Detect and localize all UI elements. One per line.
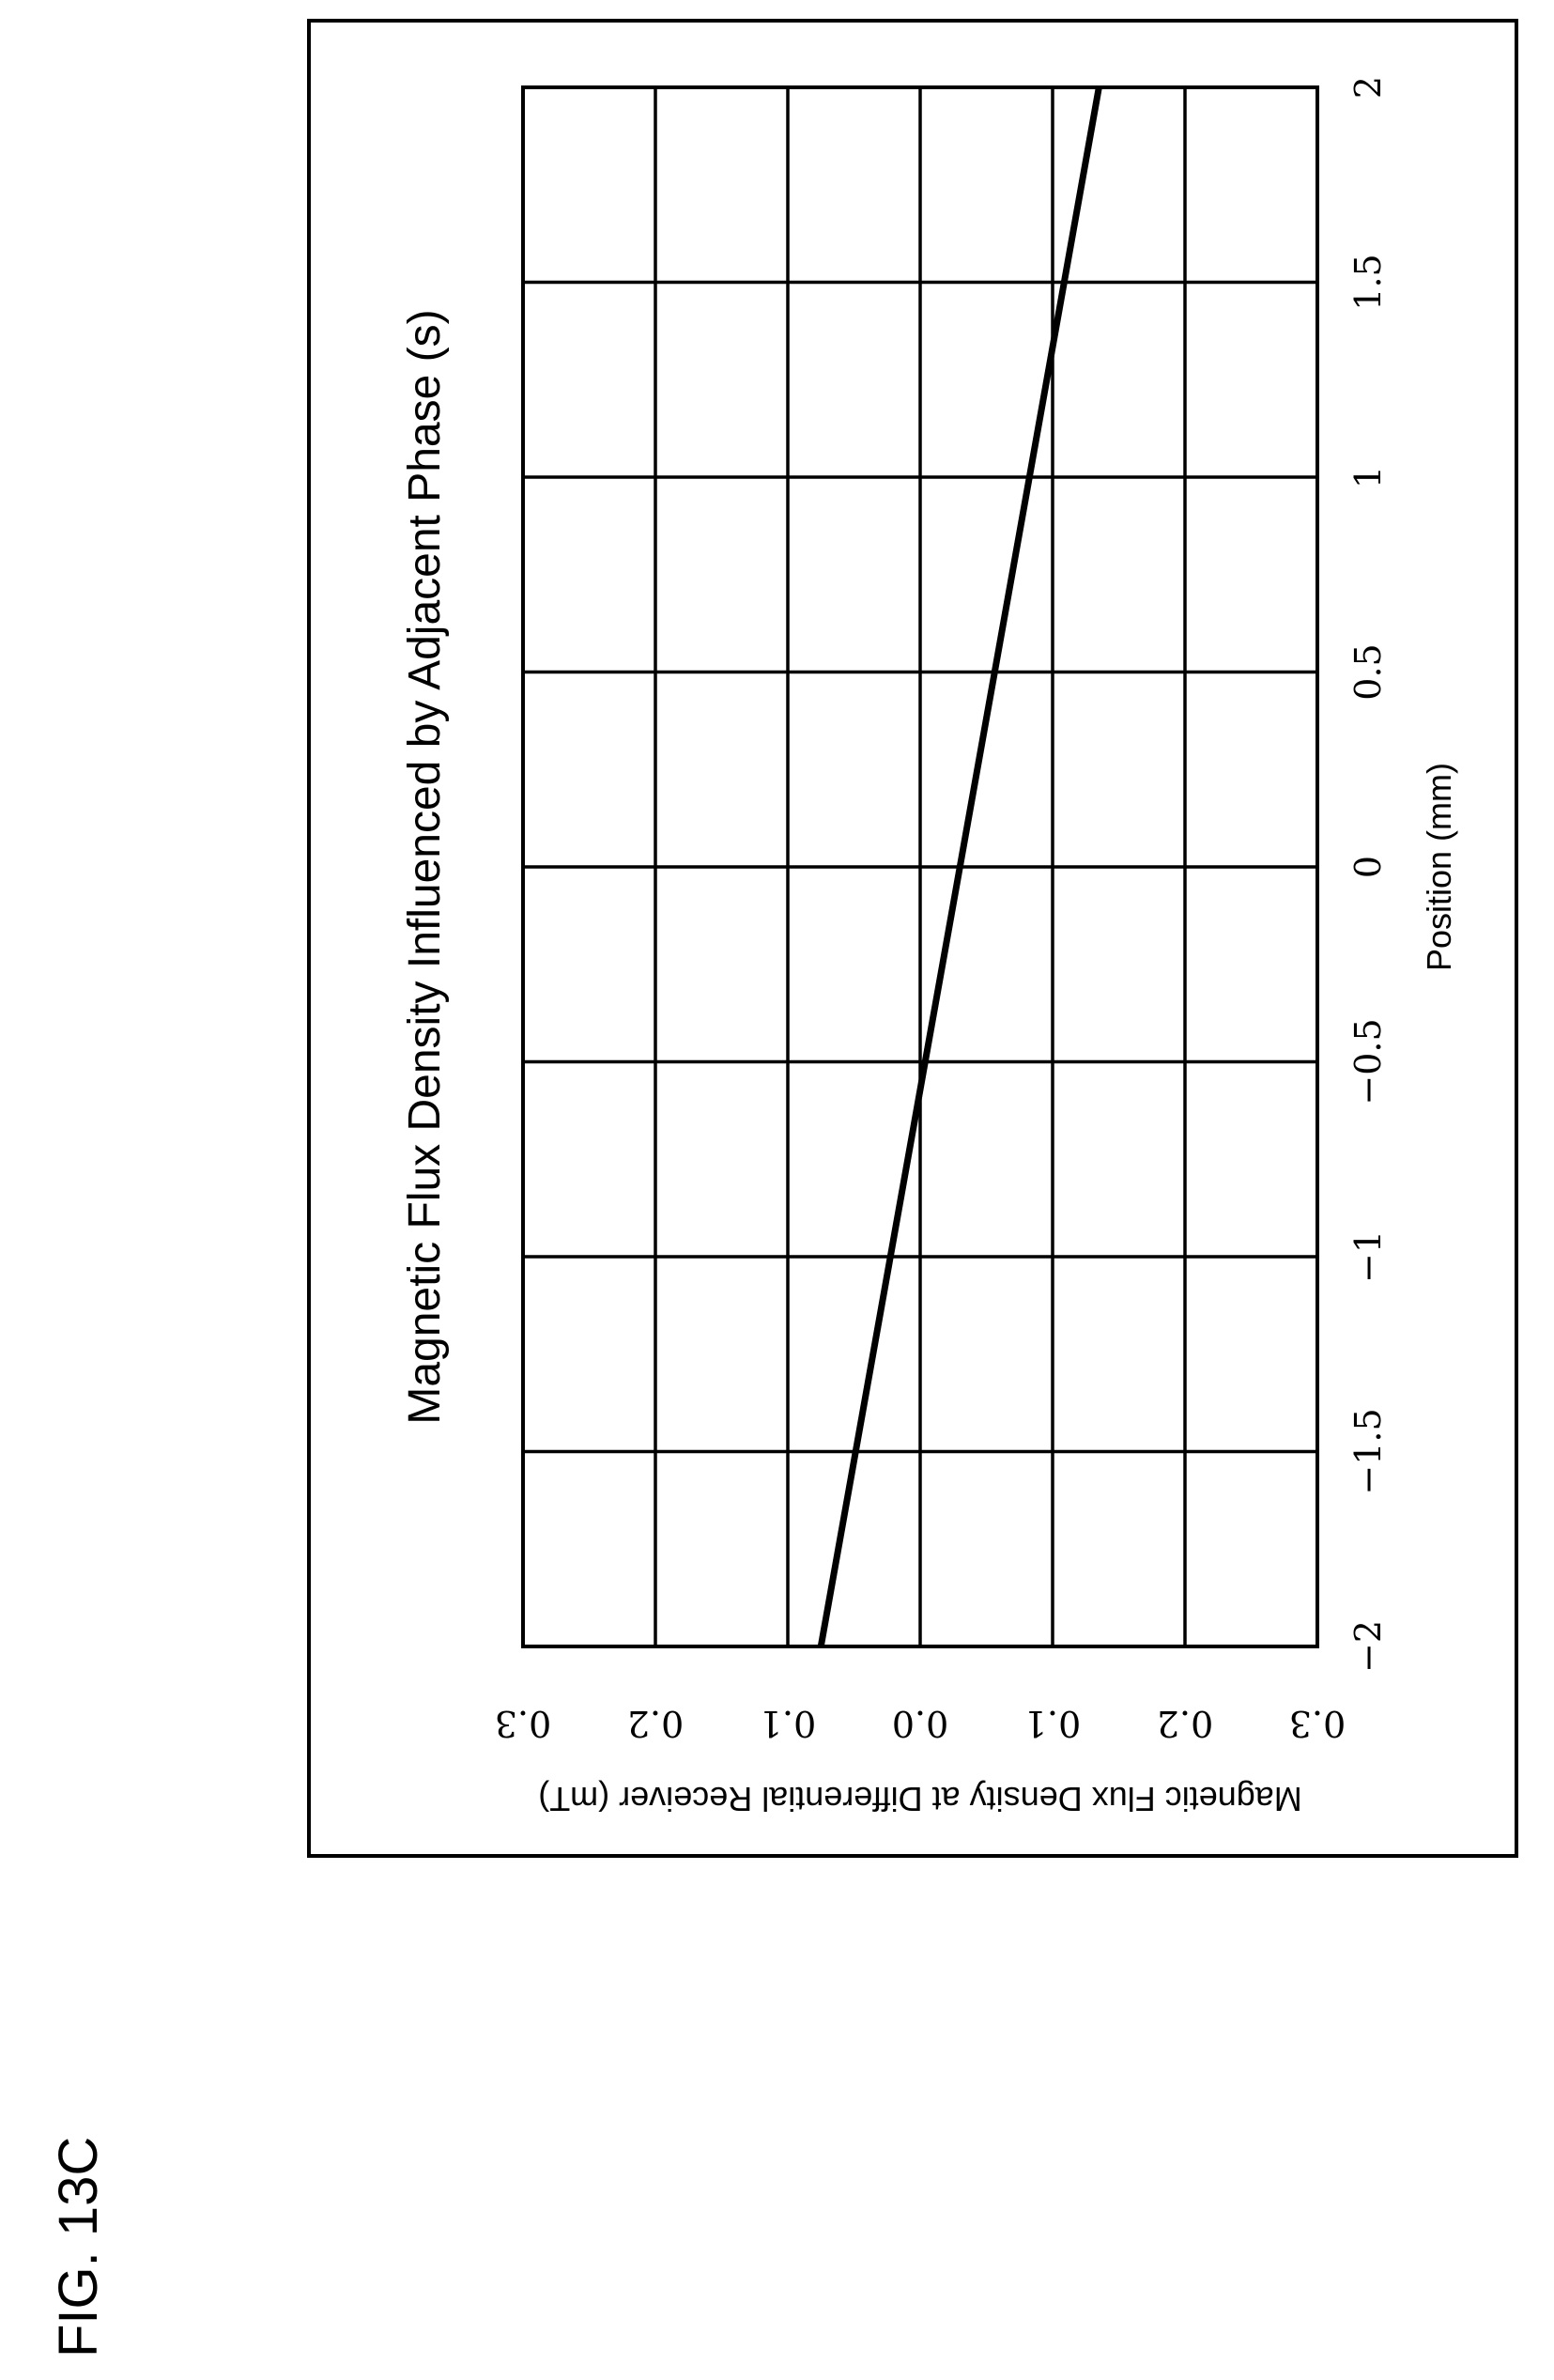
y-tick-label: 0.1 bbox=[760, 1703, 816, 1744]
x-tick-label: −0.5 bbox=[1347, 1018, 1389, 1105]
series-layer bbox=[817, 86, 1102, 1647]
y-tick-label: 0.2 bbox=[627, 1703, 684, 1744]
y-axis-label: Magnetic Flux Density at Differential Re… bbox=[538, 1780, 1302, 1818]
chart-frame bbox=[307, 19, 1518, 1858]
x-tick-label: 1 bbox=[1347, 466, 1389, 488]
x-tick-label: 0 bbox=[1347, 856, 1389, 878]
chart-title: Magnetic Flux Density Influenced by Adja… bbox=[400, 309, 450, 1424]
x-tick-label: −1.5 bbox=[1347, 1408, 1389, 1494]
x-axis-label: Position (mm) bbox=[1420, 763, 1458, 971]
y-tick-label: 0.3 bbox=[1289, 1703, 1346, 1744]
x-tick-label: −1 bbox=[1347, 1230, 1389, 1283]
plot-area-border bbox=[521, 85, 1319, 1648]
x-tick-label: −2 bbox=[1347, 1620, 1389, 1673]
grid bbox=[521, 85, 1319, 1648]
y-tick-label: 0.0 bbox=[892, 1703, 948, 1744]
labels: Magnetic Flux Density Influenced by Adja… bbox=[400, 309, 1458, 1818]
y-tick-label: 0.2 bbox=[1157, 1703, 1213, 1744]
x-tick-labels: −2 −1.5 −1 −0.5 0 0.5 1 1.5 2 bbox=[1347, 76, 1389, 1673]
x-tick-label: 2 bbox=[1347, 76, 1389, 99]
x-tick-label: 0.5 bbox=[1347, 643, 1389, 700]
x-tick-label: 1.5 bbox=[1347, 254, 1389, 310]
series-line bbox=[817, 86, 1102, 1647]
y-tick-label: 0.3 bbox=[495, 1703, 551, 1744]
y-tick-label: 0.1 bbox=[1024, 1703, 1081, 1744]
y-tick-labels: 0.3 0.2 0.1 0.0 0.1 0.2 0.3 bbox=[495, 1703, 1346, 1744]
